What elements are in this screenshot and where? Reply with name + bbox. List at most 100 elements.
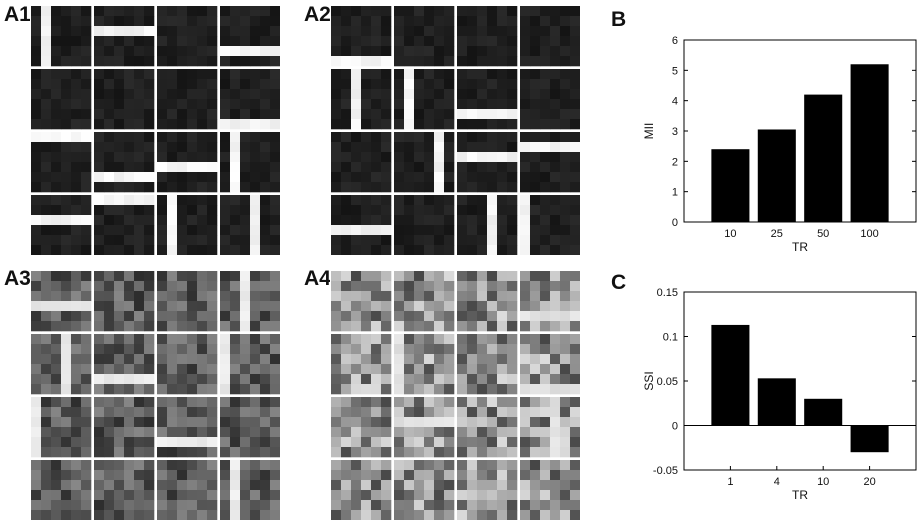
chart-b-ylabel: MII [642, 123, 656, 140]
mosaic-tile [31, 334, 92, 395]
mosaic-tile [220, 397, 280, 458]
chart-c-ytick-label: -0.05 [653, 465, 678, 477]
chart-c-ytick-label: 0.15 [657, 287, 678, 299]
chart-b-ytick-label: 3 [672, 126, 678, 138]
mosaic-tile [31, 195, 92, 255]
chart-c-ylabel: SSI [642, 371, 656, 390]
mosaic-tile [457, 397, 518, 458]
chart-b-bar [850, 64, 889, 222]
chart-c-bar [850, 425, 889, 453]
mosaic-tile [94, 397, 155, 458]
chart-b-svg: 0 1 2 3 4 5 6 10 25 50 100 TR MII [642, 35, 917, 254]
chart-b-ytick-label: 1 [672, 187, 678, 199]
mosaic-tile [331, 6, 392, 67]
mosaic-tile [394, 69, 455, 130]
mosaic-tile [220, 69, 280, 130]
chart-b-bar [711, 149, 750, 222]
mosaic-tile [520, 6, 580, 67]
chart-b-ytick-label: 6 [672, 35, 678, 47]
mosaic-tile [331, 132, 392, 193]
mosaic-tile [220, 6, 280, 67]
mosaic-tile [31, 132, 92, 193]
mosaic-tile [220, 132, 280, 193]
mosaic-tile [157, 132, 218, 193]
chart-c: -0.05 0 0.05 0.1 0.15 1 4 10 20 TR SSI [640, 282, 918, 511]
chart-c-bar [757, 378, 796, 426]
panel-label-a3: A3 [4, 267, 31, 290]
chart-b-xtick-label: 50 [817, 228, 829, 240]
mosaic-tile [157, 460, 218, 520]
panel-label-b: B [611, 8, 627, 31]
mosaic-tile [94, 6, 155, 67]
mosaic-tile [520, 334, 580, 395]
mosaic-tile [457, 460, 518, 520]
mosaic-tile [394, 195, 455, 255]
chart-c-bar [804, 398, 843, 426]
mosaic-tile [457, 334, 518, 395]
mosaic-tile [394, 6, 455, 67]
mosaic-a3 [30, 270, 280, 520]
chart-c-xtick-label: 20 [863, 476, 875, 488]
panel-label-a1: A1 [4, 3, 31, 26]
mosaic-tile [157, 397, 218, 458]
chart-b-ytick-label: 5 [672, 65, 678, 77]
mosaic-tile [331, 460, 392, 520]
mosaic-tile [331, 271, 392, 332]
mosaic-tile [520, 397, 580, 458]
mosaic-a4 [330, 270, 580, 520]
mosaic-tile [331, 397, 392, 458]
mosaic-tile [94, 132, 155, 193]
mosaic-tile [31, 397, 92, 458]
chart-c-bar [711, 324, 750, 426]
mosaic-tile [457, 271, 518, 332]
chart-b-bar [757, 129, 796, 222]
mosaic-tile [331, 195, 392, 255]
mosaic-tile [457, 6, 518, 67]
mosaic-a2 [330, 5, 580, 255]
mosaic-tile [394, 271, 455, 332]
chart-c-ytick-label: 0.05 [657, 376, 678, 388]
mosaic-tile [394, 460, 455, 520]
mosaic-tile [520, 132, 580, 193]
chart-b-xtick-label: 10 [724, 228, 736, 240]
mosaic-a1 [30, 5, 280, 255]
chart-b: 0 1 2 3 4 5 6 10 25 50 100 TR MII [640, 30, 918, 263]
chart-b-xlabel: TR [792, 240, 808, 254]
mosaic-tile [94, 195, 155, 255]
chart-b-ytick-label: 0 [672, 217, 678, 229]
mosaic-tile [94, 69, 155, 130]
chart-c-ytick-label: 0 [672, 421, 678, 433]
chart-b-ytick-label: 2 [672, 156, 678, 168]
chart-c-xtick-label: 4 [774, 476, 780, 488]
panel-label-c: C [611, 271, 627, 294]
mosaic-tile [94, 334, 155, 395]
chart-c-xlabel: TR [792, 488, 808, 502]
mosaic-tile [157, 334, 218, 395]
mosaic-tile [31, 6, 92, 67]
mosaic-tile [157, 271, 218, 332]
mosaic-tile [331, 69, 392, 130]
chart-c-xtick-label: 10 [817, 476, 829, 488]
mosaic-tile [520, 69, 580, 130]
mosaic-tile [157, 6, 218, 67]
chart-b-xtick-label: 25 [771, 228, 783, 240]
mosaic-tile [394, 334, 455, 395]
panel-label-a2: A2 [304, 3, 331, 26]
chart-b-ytick-label: 4 [672, 96, 678, 108]
mosaic-tile [520, 271, 580, 332]
mosaic-tile [94, 271, 155, 332]
mosaic-tile [31, 460, 92, 520]
mosaic-tile [220, 195, 280, 255]
mosaic-tile [220, 271, 280, 332]
mosaic-tile [157, 195, 218, 255]
mosaic-tile [94, 460, 155, 520]
mosaic-tile [157, 69, 218, 130]
chart-b-bar [804, 94, 843, 222]
chart-c-xtick-label: 1 [727, 476, 733, 488]
mosaic-tile [520, 195, 580, 255]
mosaic-tile [31, 271, 92, 332]
mosaic-tile [394, 132, 455, 193]
chart-c-ytick-label: 0.1 [663, 332, 678, 344]
mosaic-tile [31, 69, 92, 130]
mosaic-tile [520, 460, 580, 520]
